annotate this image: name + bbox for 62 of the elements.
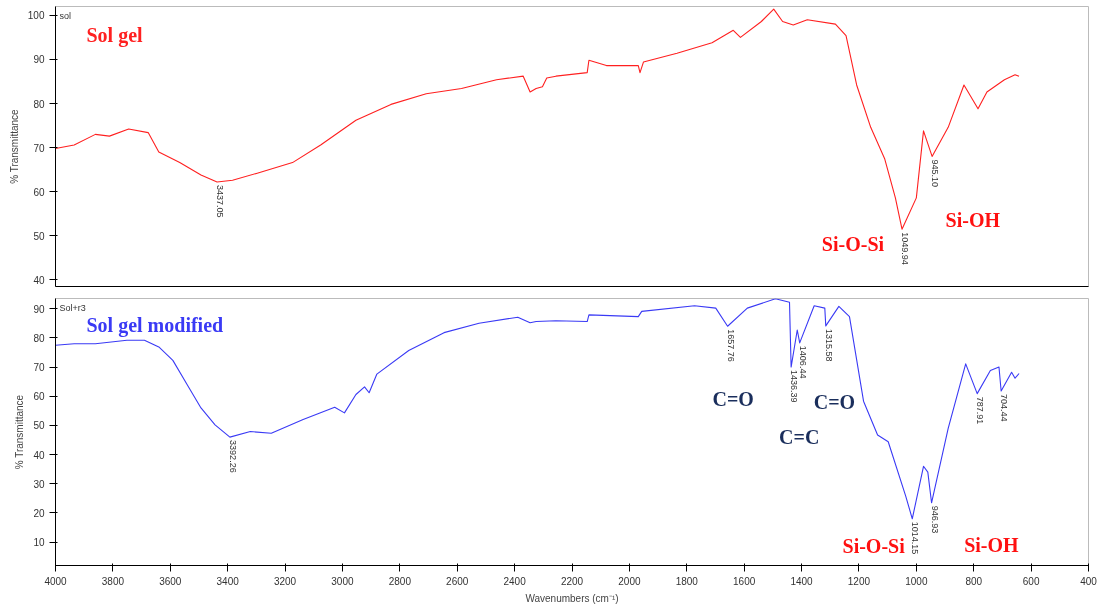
y-tick-label: 80 [33,332,45,344]
y-tick-label: 90 [33,54,45,66]
x-tick-label: 800 [965,575,983,587]
y-tick-label: 60 [33,391,45,403]
x-tick-label: 2400 [503,575,527,587]
annotation: 1315.58 [823,328,834,362]
annotation: 1406.44 [797,345,808,379]
annotation: C=C [779,426,820,449]
x-tick-label: 4000 [44,575,68,587]
x-tick-label: 1600 [733,575,756,587]
y-tick-label: 10 [33,537,45,549]
x-tick-label: 3000 [331,575,355,587]
y-tick-label: 20 [33,507,45,519]
y-tick-label: 90 [33,303,45,315]
annotation: 787.91 [975,396,986,425]
annotation: 1436.39 [789,370,800,403]
annotation: 945.10 [930,159,941,187]
x-tick-label: 600 [1022,575,1040,587]
annotation: Si-O-Si [842,534,906,557]
y-tick-label: 60 [33,186,45,198]
x-tick-label: 400 [1080,575,1098,587]
line-series [55,8,1020,230]
y-axis-title: % Transmittance [8,108,20,184]
x-tick-label: 2200 [560,575,584,587]
x-tick-label: 1800 [675,575,699,587]
annotation: 704.44 [999,394,1010,422]
annotation: sol [59,10,72,21]
y-tick-label: 50 [33,420,45,432]
y-tick-label: 50 [33,230,45,242]
annotation: C=O [813,390,856,413]
annotation: 1014.15 [910,521,921,555]
x-tick-label: 3200 [273,575,297,587]
annotation: 946.93 [929,505,940,534]
x-tick-label: 1000 [905,575,928,587]
x-tick-label: 3600 [159,575,182,587]
y-tick-label: 100 [27,10,45,22]
y-tick-label: 70 [33,142,45,154]
annotation: Si-O-Si [821,232,885,255]
annotation: 3437.05 [215,185,226,218]
x-tick-label: 3400 [216,575,240,587]
y-tick-label: 70 [33,362,45,374]
annotation: Sol+r3 [59,302,86,313]
x-tick-label: 2800 [388,575,412,587]
annotation: C=O [712,388,754,411]
x-tick-label: 3800 [101,575,125,587]
y-tick-label: 40 [33,274,45,286]
x-tick-label: 2000 [618,575,641,587]
x-tick-label: 1400 [790,575,814,587]
text: Sol gel [86,23,144,47]
y-axis-title: % Transmittance [14,394,26,470]
annotation: 1049.94 [900,232,910,265]
y-tick-label: 40 [33,449,45,461]
annotation: Si-OH [964,533,1020,556]
annotation: Si-OH [945,209,1001,232]
annotation: 3392.26 [227,440,238,473]
series-label: Sol gel modified [86,313,224,337]
y-tick-label: 30 [33,478,45,490]
x-axis-title: Wavenumbers (cm⁻¹) [525,592,619,604]
x-tick-label: 1200 [847,575,871,587]
annotation: 1657.76 [725,329,736,362]
x-tick-label: 2600 [446,575,469,587]
y-tick-label: 80 [33,98,45,110]
